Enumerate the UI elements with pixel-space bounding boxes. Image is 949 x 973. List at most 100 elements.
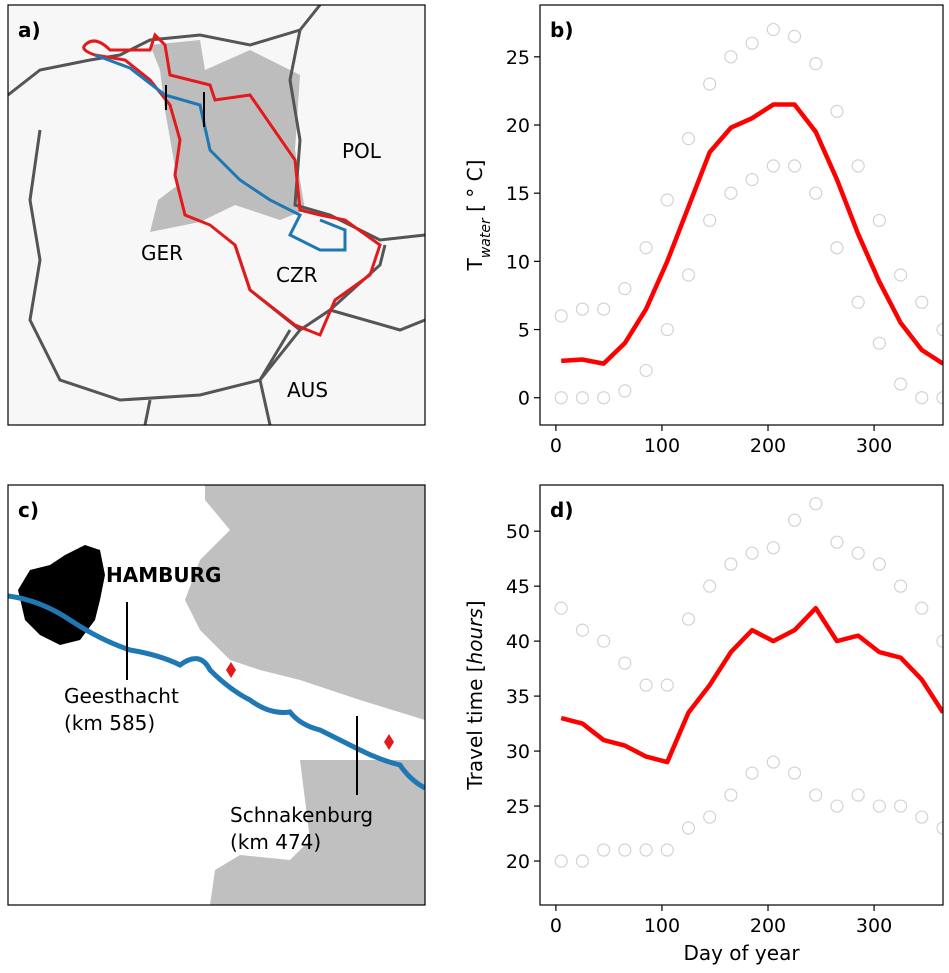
country-label: AUS — [287, 378, 328, 402]
scatter-point — [936, 821, 943, 835]
scatter-point — [851, 788, 865, 802]
scatter-point — [575, 854, 590, 868]
y-axis-label-part: [ ° C] — [463, 160, 487, 219]
y-axis-label-part: T — [463, 257, 487, 271]
scatter-point — [936, 391, 943, 405]
x-tick-label: 100 — [644, 915, 680, 937]
scatter-point — [554, 601, 568, 615]
scatter-point — [787, 766, 802, 780]
scatter-point — [915, 810, 929, 824]
scatter-point — [893, 579, 908, 593]
map-frame — [7, 4, 426, 426]
scatter-point — [618, 282, 632, 296]
scatter-point — [809, 57, 823, 71]
scatter-point — [681, 612, 696, 626]
scatter-point — [618, 843, 632, 857]
scatter-point — [703, 77, 717, 91]
scatter-point — [872, 336, 886, 350]
scatter-point — [766, 159, 780, 173]
y-tick-label: 15 — [506, 183, 530, 205]
scatter-point — [724, 788, 738, 802]
scatter-point — [681, 268, 696, 282]
x-tick-label: 300 — [856, 435, 892, 457]
scatter-point — [597, 843, 611, 857]
x-tick-label: 300 — [856, 915, 892, 937]
scatter-point — [554, 309, 568, 323]
gauge-name: Schnakenburg — [230, 803, 373, 827]
scatter-point — [639, 678, 653, 692]
scatter-point — [597, 634, 611, 648]
scatter-point — [745, 766, 759, 780]
mean-line — [560, 605, 943, 765]
scatter-point — [660, 193, 674, 207]
scatter-point — [724, 186, 738, 200]
gauge-km: (km 474) — [230, 830, 321, 854]
panel-label: c) — [18, 498, 39, 522]
gauge-km: (km 585) — [64, 711, 155, 735]
y-axis-label-part: ] — [463, 600, 487, 608]
scatter-point — [575, 623, 590, 637]
gauge-name: Geesthacht — [64, 684, 179, 708]
scatter-point — [809, 497, 823, 511]
scatter-point — [660, 678, 674, 692]
scatter-point — [915, 391, 929, 405]
scatter-point — [597, 302, 611, 316]
scatter-point — [915, 295, 929, 309]
map-a — [8, 5, 425, 425]
y-tick-label: 5 — [518, 320, 530, 342]
scatter-point — [660, 843, 674, 857]
scatter-point — [766, 541, 780, 555]
scatter-point — [575, 302, 590, 316]
scatter-point — [597, 391, 611, 405]
scatter-point — [936, 634, 943, 648]
x-tick-label: 200 — [750, 435, 786, 457]
scatter-point — [851, 546, 865, 560]
scatter-point — [639, 241, 653, 255]
scatter-point — [936, 322, 943, 337]
y-axis-label: Twater [ ° C] — [463, 160, 494, 272]
mean-line — [561, 102, 943, 366]
panel-label: a) — [18, 18, 41, 42]
y-tick-label: 0 — [518, 388, 530, 410]
scatter-point — [872, 557, 886, 571]
x-tick-label: 200 — [750, 915, 786, 937]
map-frame — [7, 484, 426, 906]
map-c — [8, 485, 425, 905]
scatter-point — [872, 799, 886, 813]
scatter-point — [745, 546, 759, 560]
plot-area — [554, 22, 943, 405]
scatter-point — [893, 799, 908, 813]
scatter-point — [745, 172, 759, 187]
y-tick-label: 50 — [506, 521, 530, 543]
scatter-point — [893, 268, 908, 282]
panel-label: d) — [550, 498, 573, 522]
scatter-point — [809, 186, 823, 200]
plot-area — [554, 497, 943, 868]
scatter-point — [660, 322, 674, 337]
y-tick-label: 20 — [506, 115, 530, 137]
y-tick-label: 30 — [506, 741, 530, 763]
scatter-point — [703, 579, 717, 593]
scatter-point — [830, 535, 844, 549]
x-tick-label: 0 — [550, 435, 562, 457]
scatter-point — [830, 104, 844, 118]
scatter-point — [575, 391, 590, 405]
scatter-point — [787, 513, 802, 527]
scatter-point — [851, 295, 865, 309]
scatter-point — [724, 50, 738, 64]
country-label: GER — [141, 241, 183, 265]
scatter-point — [787, 29, 802, 43]
scatter-point — [639, 843, 653, 857]
scatter-point — [766, 22, 780, 37]
y-axis-label-part: water — [478, 217, 494, 258]
y-axis-label-part: hours — [463, 608, 487, 664]
y-tick-label: 10 — [506, 251, 530, 273]
scatter-point — [851, 159, 865, 173]
plot-frame — [539, 484, 944, 906]
scatter-point — [787, 159, 802, 173]
country-label: POL — [342, 139, 382, 163]
scatter-point — [618, 656, 632, 670]
y-tick-label: 40 — [506, 631, 530, 653]
y-axis-label-part: Travel time [ — [463, 664, 487, 790]
scatter-point — [618, 384, 632, 398]
